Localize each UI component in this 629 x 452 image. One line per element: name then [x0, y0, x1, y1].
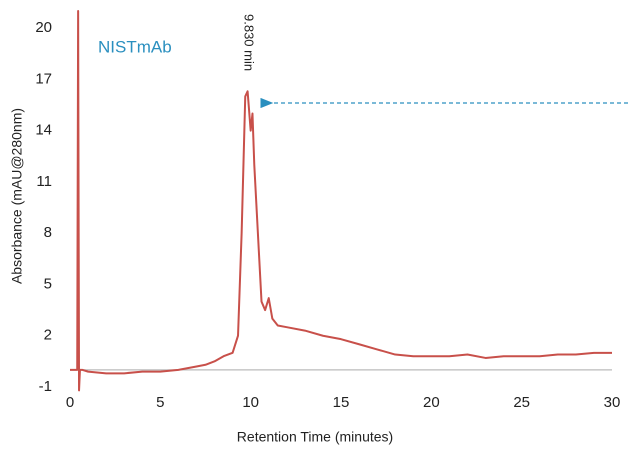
y-tick-label: -1 — [39, 378, 52, 395]
sample-label: NISTmAb — [98, 37, 172, 56]
y-tick-label: 2 — [44, 327, 52, 344]
x-tick-label: 5 — [156, 394, 164, 411]
x-tick-label: 10 — [242, 394, 259, 411]
y-tick-label: 14 — [35, 122, 52, 139]
x-axis-label: Retention Time (minutes) — [237, 429, 393, 445]
y-axis-label: Absorbance (mAU@280nm) — [9, 108, 25, 284]
y-tick-label: 5 — [44, 275, 52, 292]
peak-label: 9.830 min — [242, 14, 257, 71]
y-tick-label: 11 — [36, 173, 52, 190]
y-tick-label: 20 — [35, 19, 52, 36]
x-tick-label: 15 — [333, 394, 350, 411]
x-tick-label: 25 — [513, 394, 530, 411]
x-tick-label: 0 — [66, 394, 74, 411]
y-tick-label: 8 — [44, 224, 52, 241]
y-tick-label: 17 — [35, 70, 52, 87]
trace — [70, 10, 612, 392]
x-tick-label: 30 — [604, 394, 621, 411]
x-tick-label: 20 — [423, 394, 440, 411]
